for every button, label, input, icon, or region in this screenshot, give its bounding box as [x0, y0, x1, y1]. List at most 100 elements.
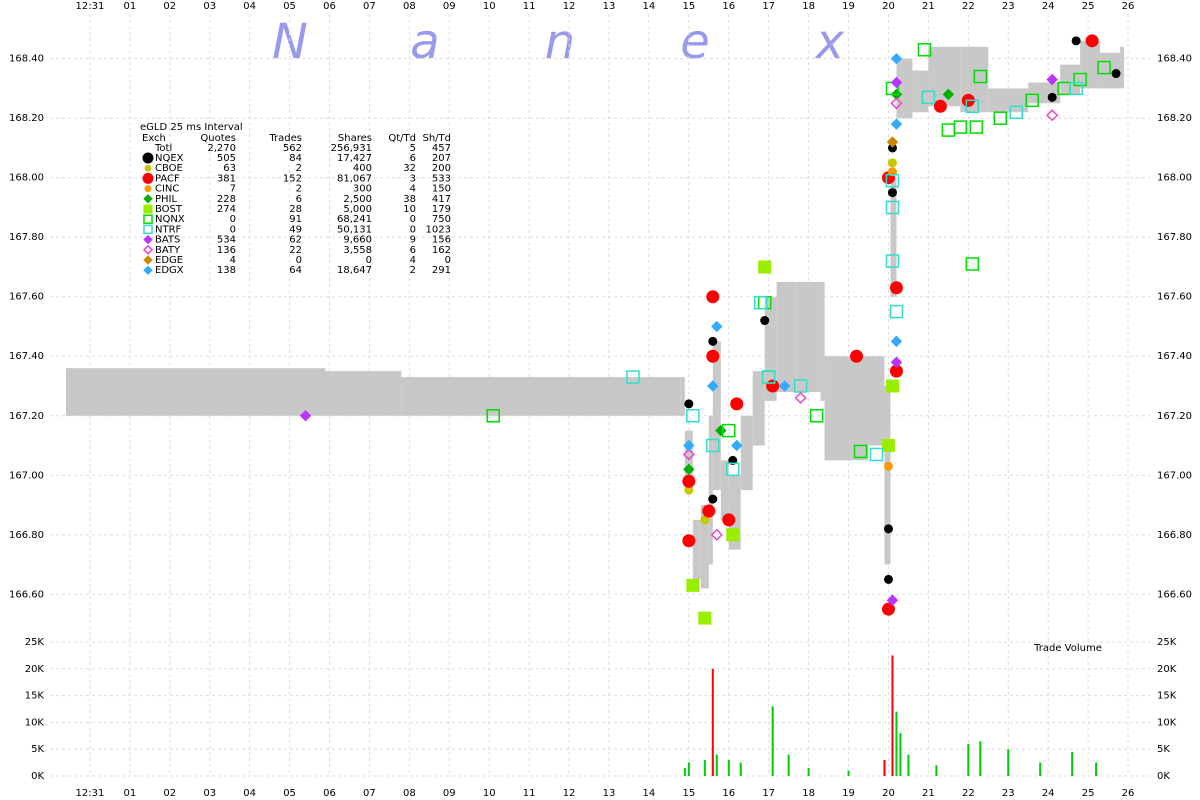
- marker: [965, 99, 980, 114]
- marker: [1111, 69, 1121, 79]
- x-tick-label: 12: [563, 788, 576, 799]
- watermark-letter: N: [272, 14, 308, 70]
- marker: [686, 409, 700, 423]
- x-tick-label: 08: [403, 788, 416, 799]
- marker: [707, 380, 719, 392]
- table-cell: 0: [366, 255, 372, 266]
- x-tick-label: 20: [882, 788, 895, 799]
- quote-band: [912, 70, 929, 113]
- table-cell: 4: [230, 255, 236, 266]
- marker: [684, 399, 694, 409]
- table-cell: 533: [432, 173, 451, 184]
- table-cell: 9,660: [343, 235, 372, 246]
- volume-bar: [703, 759, 706, 776]
- table-cell: 2,270: [207, 143, 236, 154]
- volume-bar: [687, 762, 690, 776]
- marker: [887, 167, 897, 177]
- table-cell: 1023: [426, 224, 451, 235]
- legend-marker: [144, 185, 152, 193]
- table-cell: 562: [283, 143, 302, 154]
- marker: [1085, 34, 1099, 48]
- y-tick-label: 167.40: [9, 351, 44, 362]
- volume-bar: [1071, 751, 1074, 776]
- volume-bar: [891, 655, 894, 776]
- watermark-letter: e: [680, 14, 710, 70]
- y-tick-label: 15K: [1157, 691, 1177, 702]
- marker: [760, 316, 770, 326]
- table-cell: 750: [432, 214, 451, 225]
- table-cell: 5,000: [343, 204, 372, 215]
- x-tick-label: 09: [443, 788, 456, 799]
- marker: [711, 320, 723, 333]
- y-tick-label: 167.60: [1157, 292, 1192, 303]
- marker: [1071, 36, 1081, 46]
- volume-bar: [895, 711, 898, 776]
- x-tick-label: 04: [243, 788, 256, 799]
- y-tick-label: 168.20: [1157, 113, 1192, 124]
- legend-marker: [143, 204, 153, 214]
- marker: [973, 69, 988, 84]
- table-cell: 84: [289, 153, 302, 164]
- marker: [887, 188, 897, 198]
- marker: [883, 574, 893, 584]
- x-tick-label: 23: [1002, 1, 1015, 12]
- legend-marker: [143, 224, 153, 235]
- quote-band: [884, 386, 891, 565]
- table-cell: 7: [230, 184, 236, 195]
- marker: [941, 123, 956, 137]
- x-tick-label: 15: [682, 788, 695, 799]
- x-tick-label: 07: [363, 788, 376, 799]
- quote-band: [712, 341, 721, 491]
- x-tick-label: 03: [203, 788, 216, 799]
- table-cell: 2: [410, 265, 416, 276]
- marker: [1097, 60, 1111, 75]
- quote-band: [752, 371, 765, 446]
- marker: [942, 88, 955, 101]
- y-tick-label: 20K: [25, 664, 45, 675]
- marker: [1009, 105, 1023, 119]
- x-tick-label: 22: [962, 788, 975, 799]
- legend-marker: [142, 172, 154, 184]
- x-tick-label: 19: [842, 788, 855, 799]
- marker: [731, 439, 743, 452]
- marker: [885, 173, 900, 188]
- y-tick-label: 0K: [31, 771, 44, 782]
- marker: [850, 349, 864, 363]
- quote-band: [1120, 46, 1125, 89]
- quote-band: [824, 356, 869, 461]
- marker: [299, 410, 312, 422]
- table-cell: 2: [296, 184, 302, 195]
- annotation: Trade Volume: [1033, 643, 1102, 654]
- y-tick-label: 25K: [1157, 637, 1177, 648]
- table-cell: 400: [353, 163, 372, 174]
- marker: [889, 304, 904, 319]
- marker: [682, 448, 695, 461]
- quote-band: [776, 281, 797, 392]
- marker: [885, 200, 900, 215]
- table-cell: 179: [432, 204, 451, 215]
- x-tick-label: 20: [882, 1, 895, 12]
- y-tick-label: 166.60: [1157, 589, 1192, 600]
- table-cell: 38: [403, 194, 416, 205]
- x-tick-label: 14: [643, 1, 656, 12]
- table-cell: 17,427: [337, 153, 372, 164]
- table-cell: 18,647: [337, 265, 372, 276]
- watermark-letter: n: [545, 14, 575, 70]
- marker: [886, 594, 899, 606]
- volume-bar: [967, 743, 970, 776]
- x-tick-label: 12:31: [76, 1, 105, 12]
- table-cell: 138: [217, 265, 236, 276]
- table-cell: 91: [289, 214, 302, 225]
- marker: [883, 461, 893, 471]
- quote-band: [65, 368, 326, 416]
- marker: [886, 136, 899, 148]
- table-cell: 0: [296, 255, 302, 266]
- marker: [890, 118, 903, 130]
- y-tick-label: 167.00: [9, 470, 44, 481]
- x-tick-label: 25: [1082, 788, 1095, 799]
- table-cell: 50,131: [337, 224, 372, 235]
- marker: [917, 43, 932, 57]
- x-tick-label: 24: [1042, 1, 1055, 12]
- x-tick-label: 18: [802, 788, 815, 799]
- marker: [1025, 93, 1039, 108]
